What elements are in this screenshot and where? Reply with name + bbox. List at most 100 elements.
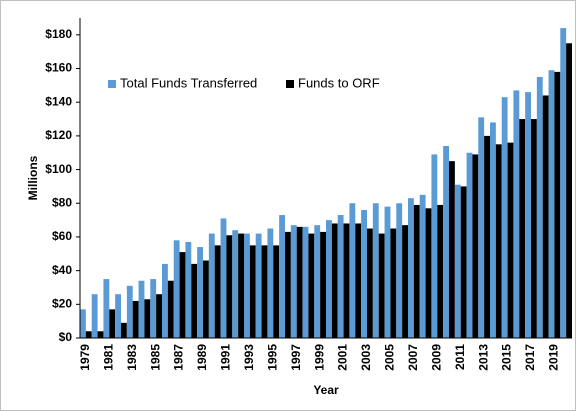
bar: [372, 203, 379, 338]
x-tick-label: 2003: [359, 344, 373, 371]
bar: [466, 152, 473, 338]
legend: Total Funds Transferred Funds to ORF: [108, 75, 380, 90]
bar: [525, 92, 531, 339]
bar: [115, 294, 121, 338]
bar: [249, 245, 256, 338]
bar: [285, 231, 291, 338]
bar: [454, 184, 461, 338]
bar: [214, 245, 221, 338]
bar: [162, 263, 168, 338]
bar: [238, 233, 244, 338]
bar: [554, 71, 561, 338]
bar: [226, 235, 233, 338]
x-tick-label: 1985: [148, 344, 162, 371]
bar: [349, 203, 356, 338]
bar: [208, 233, 215, 338]
bar: [203, 260, 209, 338]
x-tick-label: 1979: [78, 344, 92, 371]
bar: [472, 154, 479, 338]
bar: [560, 28, 567, 339]
bar: [138, 280, 145, 338]
bar: [255, 233, 262, 338]
bar: [121, 322, 127, 338]
bar: [495, 144, 502, 338]
bar: [513, 90, 520, 338]
bar: [566, 43, 572, 339]
bar: [232, 230, 239, 338]
bar: [484, 135, 490, 338]
bar: [542, 95, 549, 338]
bar: [413, 204, 420, 338]
x-tick-label: 2007: [406, 344, 420, 371]
y-tick-label: $120: [45, 128, 72, 142]
bar: [220, 218, 227, 338]
bar: [519, 119, 526, 338]
bar: [290, 225, 297, 338]
bar: [320, 231, 326, 338]
bar: [167, 280, 174, 338]
x-tick-label: 2013: [476, 344, 490, 371]
bar: [408, 198, 414, 338]
x-tick-label: 1983: [125, 344, 139, 371]
bar: [267, 228, 274, 338]
x-tick-label: 2011: [453, 344, 467, 370]
bar: [273, 245, 280, 338]
bar: [402, 225, 408, 338]
x-tick-label: 2019: [547, 344, 561, 371]
bar: [80, 309, 86, 338]
bar: [384, 206, 391, 338]
bar: [91, 294, 98, 338]
bar: [244, 233, 250, 338]
x-tick-label: 2005: [383, 344, 397, 371]
bar: [109, 309, 116, 338]
bar: [390, 228, 397, 338]
y-tick-label: $40: [52, 263, 72, 277]
bar: [507, 142, 514, 338]
bar: [443, 146, 449, 338]
x-tick-label: 1999: [312, 344, 326, 371]
x-tick-label: 1991: [219, 344, 233, 371]
bar: [343, 223, 350, 338]
x-tick-label: 1987: [172, 344, 186, 371]
bar: [460, 186, 467, 338]
bar: [144, 299, 151, 338]
y-tick-label: $180: [45, 27, 72, 41]
bar: [97, 331, 104, 338]
bar: [437, 204, 444, 338]
bar: [449, 161, 455, 338]
bar: [337, 215, 344, 338]
bar: [314, 225, 321, 338]
bar: [478, 117, 485, 338]
y-tick-label: $0: [59, 330, 73, 344]
bar: [173, 240, 180, 338]
bar: [536, 76, 543, 339]
bar: [279, 215, 285, 338]
bar: [331, 223, 338, 338]
bar: [531, 119, 537, 338]
bar: [103, 279, 110, 338]
x-tick-label: 2017: [523, 344, 537, 371]
x-tick-label: 2001: [336, 344, 350, 371]
bar: [355, 223, 362, 338]
x-tick-label: 1989: [195, 344, 209, 371]
bar: [308, 233, 315, 338]
legend-label: Funds to ORF: [298, 75, 380, 90]
bar: [126, 285, 133, 338]
legend-swatch: [286, 80, 294, 88]
bar: [490, 122, 496, 338]
bar: [501, 97, 508, 338]
bar: [191, 263, 198, 338]
bar: [302, 226, 309, 338]
bar: [425, 208, 432, 338]
y-tick-label: $60: [52, 229, 72, 243]
bar: [396, 203, 403, 338]
bar: [548, 70, 555, 339]
x-tick-label: 2009: [429, 344, 443, 371]
bar: [150, 279, 157, 338]
y-axis-label: Millions: [26, 155, 40, 200]
x-tick-label: 1997: [289, 344, 303, 371]
y-tick-label: $100: [45, 162, 72, 176]
bar: [419, 194, 426, 338]
y-tick-label: $140: [45, 94, 72, 108]
